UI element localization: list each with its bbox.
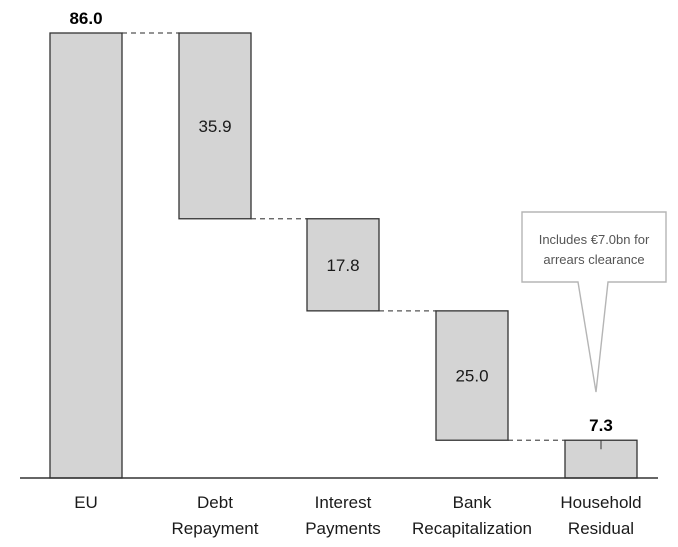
callout-text: Includes €7.0bn for arrears clearance xyxy=(539,232,650,267)
data-label-eu: 86.0 xyxy=(69,9,102,28)
callout-bubble xyxy=(521,211,667,393)
data-label-debt: 35.9 xyxy=(198,117,231,136)
data-label-interest: 17.8 xyxy=(326,256,359,275)
bar-bank xyxy=(435,310,509,441)
category-label-debt: Debt Repayment xyxy=(172,493,259,538)
bar-household xyxy=(564,439,638,479)
data-label-bank: 25.0 xyxy=(455,367,488,386)
bars xyxy=(49,32,638,479)
annotation-callout: Includes €7.0bn for arrears clearance xyxy=(521,211,667,393)
category-label-eu: EU xyxy=(74,493,98,512)
data-labels: 86.0 35.9 17.8 25.0 7.3 xyxy=(69,9,613,450)
category-label-household: Household Residual xyxy=(560,493,641,538)
category-labels: EU Debt Repayment Interest Payments Bank Recap… xyxy=(74,493,641,538)
bar-interest xyxy=(306,218,380,312)
bar-eu xyxy=(49,32,123,479)
bar-debt xyxy=(178,32,252,220)
connector-lines xyxy=(122,32,565,441)
category-label-interest: Interest Payments xyxy=(305,493,381,538)
data-label-household: 7.3 xyxy=(589,416,613,435)
category-label-bank: Bank Recapitalization xyxy=(412,493,532,538)
